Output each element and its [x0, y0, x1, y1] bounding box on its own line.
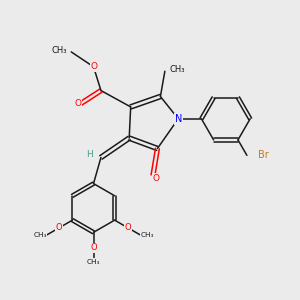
Text: CH₃: CH₃	[33, 232, 47, 238]
Text: O: O	[91, 62, 98, 71]
Text: O: O	[125, 224, 131, 232]
Text: Br: Br	[258, 150, 269, 160]
Text: O: O	[152, 174, 159, 183]
Text: H: H	[86, 150, 93, 159]
Text: O: O	[74, 99, 81, 108]
Text: O: O	[90, 243, 97, 252]
Text: CH₃: CH₃	[169, 65, 185, 74]
Text: O: O	[56, 224, 62, 232]
Text: CH₃: CH₃	[51, 46, 67, 55]
Text: N: N	[175, 114, 182, 124]
Text: CH₃: CH₃	[87, 259, 100, 265]
Text: CH₃: CH₃	[140, 232, 154, 238]
